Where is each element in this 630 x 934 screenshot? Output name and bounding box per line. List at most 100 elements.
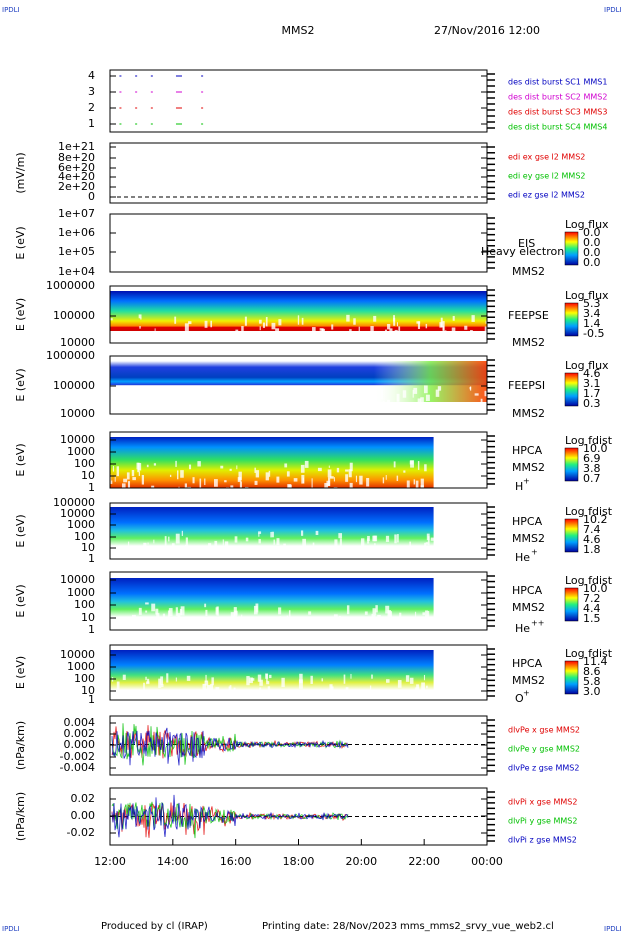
colorbar-title: Log fdist — [565, 647, 613, 660]
speckle — [269, 674, 272, 679]
species: H — [515, 480, 523, 493]
speckle — [367, 386, 371, 397]
speckle — [130, 386, 133, 394]
speckle — [271, 691, 273, 696]
speckle — [464, 325, 468, 330]
speckle — [420, 478, 424, 488]
speckle — [427, 536, 430, 546]
speckle — [127, 331, 129, 339]
colorbar-title: Log fdist — [565, 434, 613, 447]
speckle — [126, 552, 129, 557]
spectrogram — [110, 291, 487, 331]
speckle — [202, 683, 207, 690]
speckle — [202, 392, 206, 401]
speckle — [220, 465, 224, 469]
speckle — [138, 607, 142, 615]
x-tick-label: 00:00 — [471, 855, 503, 868]
colorbar-label: 3.8 — [583, 462, 601, 475]
colorbar-label: 7.2 — [583, 592, 601, 605]
speckle — [293, 550, 297, 555]
speckle — [217, 549, 221, 558]
legend-entry: dlvPe z gse MMS2 — [508, 764, 579, 773]
speckle — [339, 401, 343, 410]
speckle — [377, 335, 381, 344]
speckle — [345, 474, 349, 482]
speckle — [265, 548, 267, 559]
speckle — [231, 546, 235, 553]
speckle — [386, 679, 390, 683]
speckle — [340, 694, 343, 698]
speckle — [348, 469, 352, 478]
speckle — [138, 314, 142, 319]
speckle — [347, 401, 350, 404]
probe: MMS2 — [512, 601, 545, 614]
speckle — [297, 699, 300, 709]
speckle — [262, 322, 266, 328]
y-tick-label: 1e+04 — [58, 265, 95, 278]
speckle — [282, 331, 284, 341]
speckle — [142, 393, 145, 400]
speckle — [233, 687, 236, 693]
panel-frame — [109, 285, 488, 344]
speckle — [382, 549, 384, 553]
y-label: (mV/m) — [14, 152, 27, 193]
speckle — [310, 690, 313, 698]
y-tick-label: 1000 — [67, 445, 95, 458]
speckle — [396, 322, 398, 327]
speckle — [372, 608, 376, 617]
speckle — [259, 326, 261, 331]
speckle — [156, 387, 158, 394]
spectrogram — [110, 650, 434, 700]
speckle — [126, 472, 130, 480]
probe: MMS2 — [512, 407, 545, 420]
species: O — [515, 692, 524, 705]
colorbar-label: 6.9 — [583, 452, 601, 465]
legend-entry: dlvPi z gse MMS2 — [508, 836, 577, 845]
colorbar-label: 3.1 — [583, 377, 601, 390]
speckle — [230, 485, 234, 494]
speckle — [254, 467, 256, 473]
y-tick-label: 10 — [81, 469, 95, 482]
speckle — [371, 621, 374, 630]
speckle — [415, 687, 420, 697]
speckle — [145, 676, 147, 681]
y-tick-label: 100 — [74, 530, 95, 543]
speckle — [382, 620, 386, 629]
y-tick-label: 1000 — [67, 518, 95, 531]
corner-mark: IPDLI — [2, 925, 20, 933]
speckle — [147, 678, 150, 684]
speckle — [188, 464, 192, 470]
speckle — [159, 624, 162, 634]
speckle — [225, 696, 228, 700]
speckle — [294, 558, 296, 568]
speckle — [168, 608, 173, 617]
speckle — [403, 470, 406, 473]
speckle — [153, 539, 155, 544]
y-tick-label: 1 — [88, 693, 95, 706]
colorbar-label: 10.2 — [583, 513, 608, 526]
speckle — [190, 620, 192, 629]
speckle — [226, 487, 230, 497]
legend-entry: des dist burst SC1 MMS1 — [508, 78, 607, 87]
speckle — [366, 410, 369, 415]
speckle — [471, 315, 475, 322]
speckle — [381, 693, 385, 699]
y-tick-label: -0.004 — [60, 761, 95, 774]
speckle — [126, 391, 128, 394]
speckle — [229, 685, 232, 694]
speckle — [352, 549, 356, 552]
speckle — [272, 628, 276, 635]
y-tick-label: -0.002 — [60, 750, 95, 763]
speckle — [360, 538, 365, 548]
speckle — [111, 558, 116, 566]
colorbar-label: 5.8 — [583, 675, 601, 688]
speckle — [129, 336, 133, 345]
speckle — [115, 408, 120, 418]
y-tick-label: 2e+20 — [58, 180, 95, 193]
colorbar-label: 11.4 — [583, 655, 608, 668]
speckle — [384, 339, 389, 350]
speckle — [160, 676, 164, 685]
speckle — [366, 477, 370, 487]
